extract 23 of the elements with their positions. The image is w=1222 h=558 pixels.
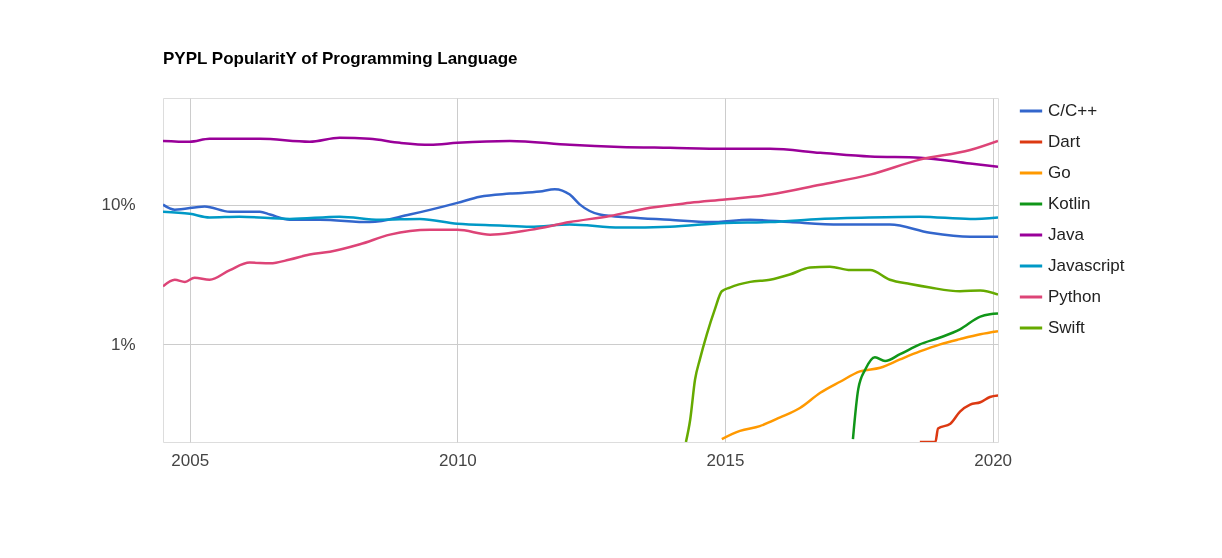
legend-label: C/C++ (1048, 101, 1098, 120)
legend-label: Go (1048, 163, 1071, 182)
legend-label: Javascript (1048, 256, 1125, 275)
line-series (163, 139, 998, 288)
line-series (720, 330, 998, 441)
line-series (918, 394, 998, 442)
line-series (163, 187, 998, 238)
x-tick-label: 2020 (974, 450, 1013, 470)
legend-label: Swift (1048, 318, 1086, 337)
legend-label: Java (1048, 225, 1085, 244)
chart-title: PYPL PopularitY of Programming Language (163, 49, 518, 68)
legend-label: Dart (1048, 132, 1081, 151)
y-tick-label: 10% (101, 195, 136, 215)
x-tick-label: 2015 (706, 450, 745, 470)
x-tick-label: 2005 (171, 450, 210, 470)
line-series (163, 210, 998, 229)
line-series (163, 136, 998, 168)
legend-label: Kotlin (1048, 194, 1091, 213)
x-tick-label: 2010 (438, 450, 477, 470)
legend-label: Python (1048, 287, 1101, 306)
y-tick-label: 1% (110, 334, 136, 354)
line-series (851, 312, 998, 441)
line-series (684, 265, 998, 442)
